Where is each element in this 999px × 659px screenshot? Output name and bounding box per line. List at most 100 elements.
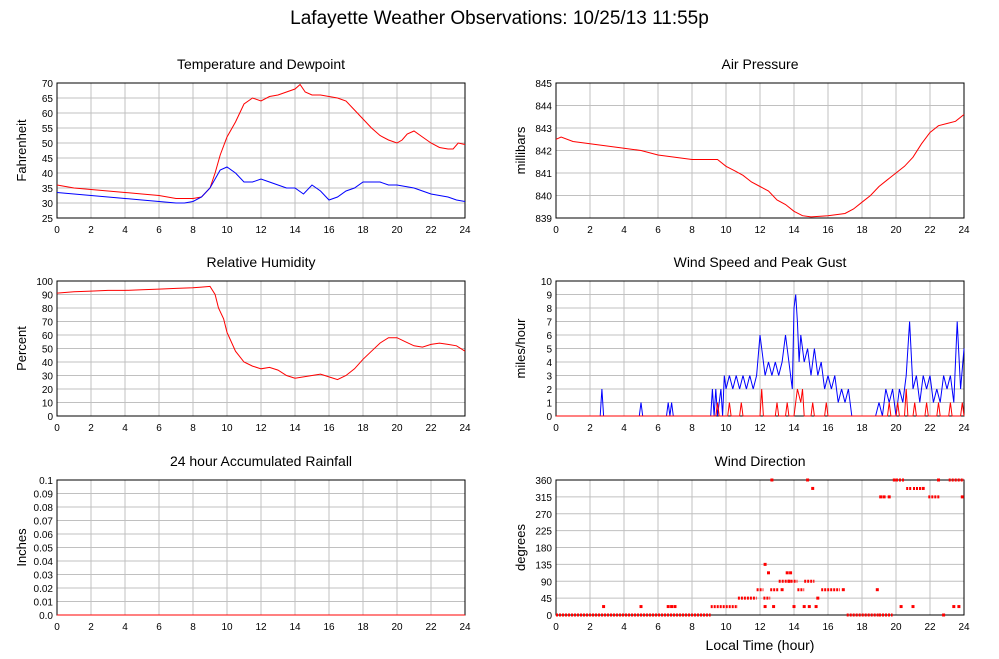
y-tick-label: 270: [535, 510, 552, 521]
pressure-series-0-line: [555, 114, 965, 218]
x-tick-label: 14: [289, 622, 301, 633]
y-tick-label: 844: [535, 102, 552, 113]
y-axis-label: Percent: [14, 326, 29, 371]
x-tick-label: 0: [553, 622, 559, 633]
temp-series-1-line: [56, 166, 466, 204]
y-tick-label: 2: [546, 385, 552, 396]
x-tick-label: 22: [425, 225, 437, 236]
direction-point: [639, 605, 643, 609]
direction-point: [670, 605, 674, 609]
direction-point: [952, 605, 956, 609]
y-tick-label: 0: [47, 412, 53, 423]
y-tick-label: 0.04: [34, 557, 54, 568]
y-tick-label: 135: [535, 560, 552, 571]
x-tick-label: 2: [587, 225, 593, 236]
direction-point: [666, 605, 670, 609]
direction-point: [789, 571, 793, 575]
x-tick-label: 12: [754, 423, 766, 434]
y-tick-label: 0.08: [34, 503, 54, 514]
x-tick-label: 20: [391, 622, 403, 633]
direction-point: [882, 495, 886, 499]
x-tick-label: 18: [357, 225, 369, 236]
x-tick-label: 8: [190, 225, 196, 236]
x-tick-label: 24: [459, 622, 471, 633]
chart-title: Wind Direction: [714, 453, 805, 469]
y-axis-label: Fahrenheit: [14, 119, 29, 182]
y-tick-label: 45: [541, 594, 553, 605]
x-tick-label: 22: [425, 622, 437, 633]
x-tick-label: 18: [357, 622, 369, 633]
x-tick-label: 8: [190, 423, 196, 434]
y-tick-label: 840: [535, 192, 552, 203]
plot-frame: [555, 479, 965, 616]
direction-point: [875, 588, 879, 592]
x-tick-label: 24: [459, 225, 471, 236]
x-tick-label: 22: [924, 622, 936, 633]
plot-frame: [555, 82, 965, 219]
x-tick-label: 16: [822, 225, 834, 236]
y-tick-label: 845: [535, 79, 552, 90]
x-tick-label: 10: [221, 423, 233, 434]
direction-point: [673, 605, 677, 609]
y-tick-label: 841: [535, 169, 552, 180]
x-tick-label: 10: [720, 622, 732, 633]
y-tick-label: 40: [42, 358, 54, 369]
y-tick-label: 360: [535, 476, 552, 487]
y-tick-label: 4: [546, 358, 552, 369]
x-tick-label: 2: [88, 622, 94, 633]
y-tick-label: 7: [546, 318, 552, 329]
x-tick-label: 14: [289, 225, 301, 236]
x-tick-label: 2: [88, 225, 94, 236]
x-tick-label: 0: [54, 622, 60, 633]
y-tick-label: 90: [42, 291, 54, 302]
direction-point: [899, 605, 903, 609]
y-tick-label: 10: [541, 277, 553, 288]
x-tick-label: 4: [621, 622, 627, 633]
direction-point: [960, 495, 964, 499]
chart-title: Temperature and Dewpoint: [177, 56, 345, 72]
x-tick-label: 8: [689, 225, 695, 236]
direction-point: [814, 605, 818, 609]
x-tick-label: 10: [720, 423, 732, 434]
direction-point: [892, 478, 896, 482]
x-tick-label: 0: [553, 423, 559, 434]
direction-point: [811, 486, 815, 490]
direction-point: [942, 613, 946, 617]
y-tick-label: 839: [535, 214, 552, 225]
direction-point: [780, 588, 784, 592]
y-tick-label: 100: [36, 277, 53, 288]
y-tick-label: 8: [546, 304, 552, 315]
y-tick-label: 55: [42, 124, 54, 135]
x-tick-label: 14: [788, 225, 800, 236]
y-tick-label: 843: [535, 124, 552, 135]
y-tick-label: 225: [535, 527, 552, 538]
x-tick-label: 20: [890, 622, 902, 633]
direction-point: [921, 486, 925, 490]
direction-point: [879, 495, 883, 499]
x-tick-label: 4: [122, 622, 128, 633]
direction-point: [807, 605, 811, 609]
x-tick-label: 10: [221, 622, 233, 633]
x-tick-label: 10: [720, 225, 732, 236]
y-tick-label: 0.02: [34, 584, 54, 595]
x-tick-label: 22: [924, 225, 936, 236]
x-tick-label: 14: [788, 423, 800, 434]
x-tick-label: 20: [890, 423, 902, 434]
x-tick-label: 18: [856, 423, 868, 434]
direction-point: [763, 605, 767, 609]
y-tick-label: 10: [42, 399, 54, 410]
x-tick-label: 14: [289, 423, 301, 434]
y-tick-label: 0: [546, 611, 552, 622]
wind-series-1-line: [556, 388, 965, 417]
y-tick-label: 0.0: [39, 611, 53, 622]
direction-point: [911, 605, 915, 609]
x-tick-label: 20: [391, 225, 403, 236]
y-tick-label: 25: [42, 214, 54, 225]
x-tick-label: 6: [156, 423, 162, 434]
y-tick-label: 1: [546, 399, 552, 410]
y-tick-label: 842: [535, 147, 552, 158]
